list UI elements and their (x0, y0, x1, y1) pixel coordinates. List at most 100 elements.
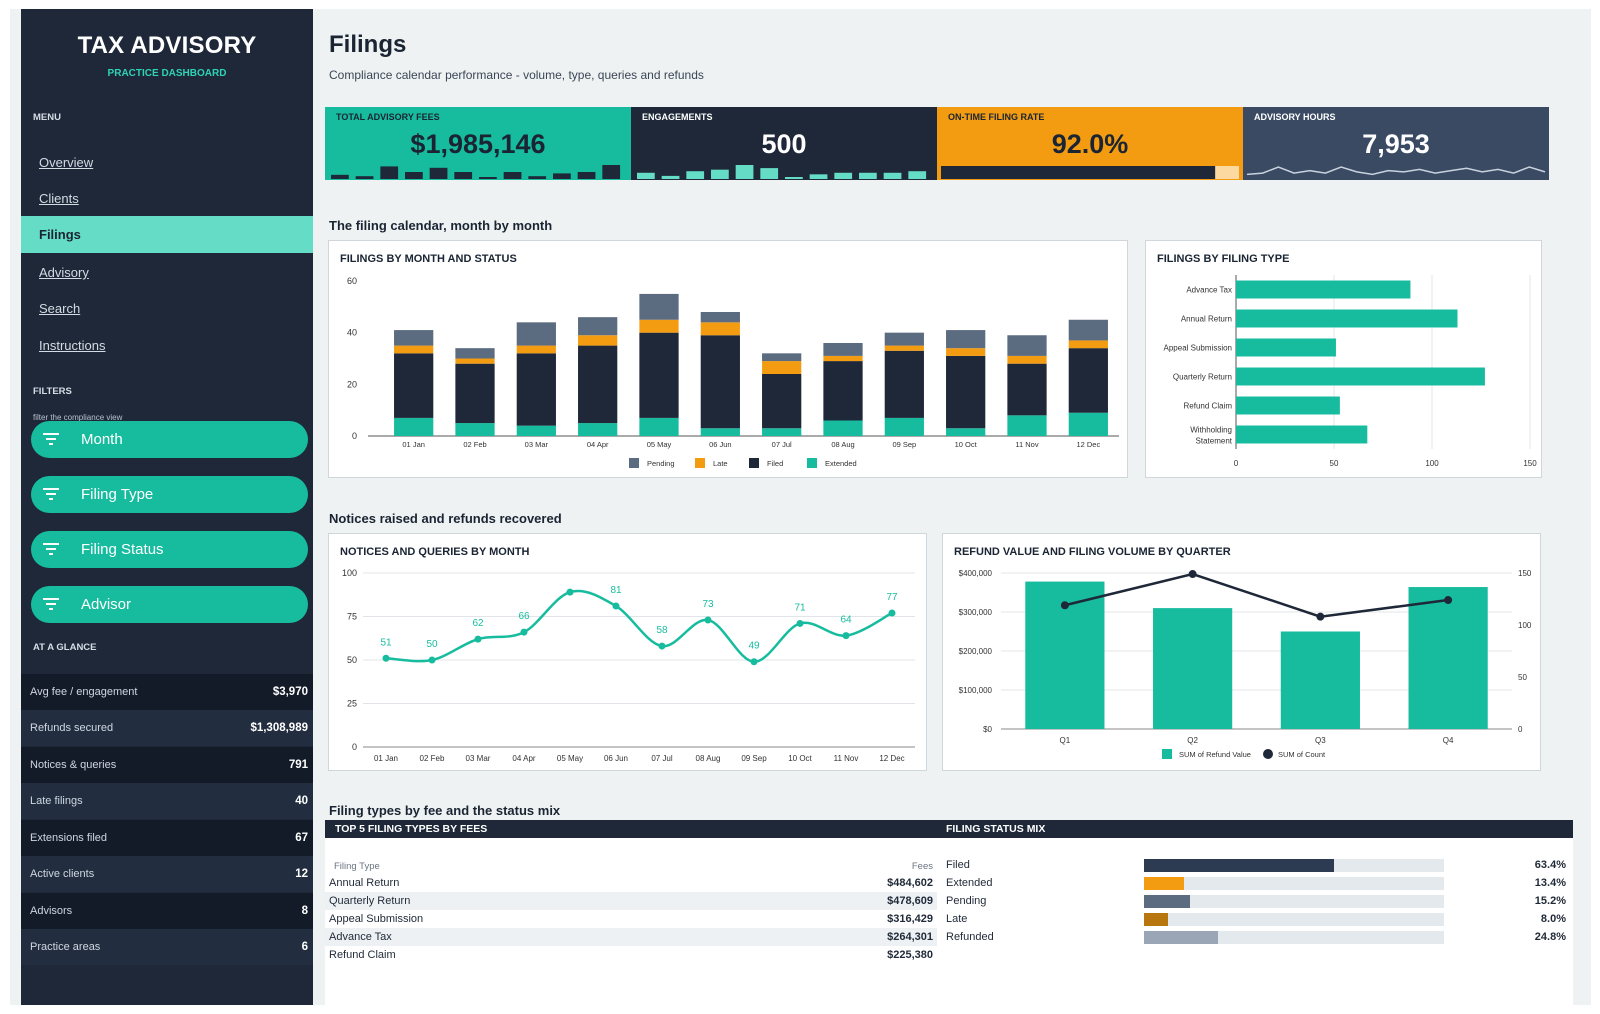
chart-title: REFUND VALUE AND FILING VOLUME BY QUARTE… (954, 546, 1231, 558)
x-tick-label: 07 Jul (651, 754, 673, 763)
bar-segment-filed (1007, 363, 1047, 416)
bar-segment-filed (762, 374, 802, 429)
bar (1153, 608, 1233, 729)
data-point (566, 588, 574, 596)
y-tick-label-left: $200,000 (959, 647, 993, 656)
x-tick-label: 08 Aug (696, 754, 721, 763)
bar-segment-late (884, 345, 924, 351)
data-point (658, 642, 666, 650)
status-mix-track (1144, 877, 1444, 890)
chart-card-filing-type: FILINGS BY FILING TYPE 0 50 100 150 Advance … (1145, 240, 1542, 478)
table-cell-fees: $484,602 (887, 877, 933, 889)
x-tick-label: 09 Sep (892, 440, 916, 449)
bar-segment-pending (516, 322, 556, 346)
nav-item-overview[interactable]: Overview (39, 155, 94, 170)
kpi-sparkline (331, 165, 621, 179)
kpi-sparkline (637, 165, 927, 179)
column-header-filing-type: Filing Type (334, 861, 380, 872)
nav-item-filings[interactable]: Filings (21, 216, 313, 253)
y-tick-label: 60 (347, 276, 357, 286)
kpi-spark-bar (528, 176, 547, 179)
status-mix-label: Pending (946, 895, 987, 907)
bar-segment-late (455, 358, 495, 364)
glance-label-text: Active clients (30, 868, 95, 880)
x-tick-label: Q4 (1443, 736, 1454, 745)
status-mix-bar (1144, 931, 1219, 944)
x-tick-label: 50 (1330, 459, 1339, 468)
table-cell-fees: $316,429 (887, 913, 933, 925)
status-mix-track (1144, 931, 1444, 944)
x-tick-label: 03 Mar (466, 754, 491, 763)
bar-segment-extended (639, 417, 679, 436)
bar-segment-extended (1068, 412, 1108, 436)
table-row: Quarterly Return $478,609 (325, 892, 937, 910)
kpi-value: 7,953 (1362, 129, 1430, 159)
nav-item-clients[interactable]: Clients (39, 191, 79, 206)
x-tick-label: 09 Sep (741, 754, 767, 763)
glance-label-text: Extensions filed (30, 832, 108, 844)
bar-segment-filed (1068, 348, 1108, 413)
x-tick-label: 05 May (647, 440, 672, 449)
top-types-title: TOP 5 FILING TYPES BY FEES (335, 823, 488, 835)
kpi-spark-bar (331, 174, 349, 179)
nav-item-instructions[interactable]: Instructions (39, 338, 106, 353)
bar-segment-pending (823, 343, 863, 356)
chart-card-refunds: REFUND VALUE AND FILING VOLUME BY QUARTE… (942, 533, 1541, 771)
bar-segment-late (578, 335, 618, 346)
status-mix-label: Extended (946, 877, 993, 889)
filter-advisor-button[interactable]: Advisor (31, 586, 308, 623)
bar-segment-pending (946, 330, 986, 349)
bar-segment-filed (700, 335, 740, 429)
status-mix-value: 13.4% (1534, 877, 1566, 889)
nav-item-search[interactable]: Search (39, 301, 81, 316)
kpi-spark-bar (405, 172, 423, 179)
x-tick-label: Q2 (1187, 736, 1198, 745)
bar-segment-pending (394, 330, 434, 346)
legend-swatch (695, 458, 705, 468)
glance-label-text: Refunds secured (30, 722, 114, 734)
glance-label-text: Late filings (30, 795, 83, 807)
glance-row: Extensions filed 67 (21, 820, 313, 856)
bar-segment-extended (700, 428, 740, 436)
kpi-spark-bar (908, 171, 927, 179)
filter-filing-status-button[interactable]: Filing Status (31, 531, 308, 568)
status-mix-label: Refunded (946, 931, 994, 943)
brand-title: TAX ADVISORY (77, 32, 257, 59)
nav-item-advisory[interactable]: Advisory (39, 265, 89, 280)
glance-row: Active clients 12 (21, 856, 313, 892)
x-tick-label: 150 (1523, 459, 1537, 468)
kpi-spark-bar (429, 167, 448, 179)
x-tick-label: 07 Jul (772, 440, 792, 449)
y-tick-label-left: $300,000 (959, 608, 993, 617)
glance-value: $3,970 (272, 686, 308, 698)
data-label: 71 (794, 602, 806, 613)
bar-segment-pending (762, 353, 802, 362)
x-tick-label: 100 (1425, 459, 1439, 468)
data-point (474, 635, 482, 643)
status-mix-bar (1144, 859, 1335, 872)
filter-month-button[interactable]: Month (31, 421, 308, 458)
chart-title: FILINGS BY MONTH AND STATUS (340, 253, 517, 265)
filter-filing-type-button[interactable]: Filing Type (31, 476, 308, 513)
y-tick-label-left: $0 (983, 725, 992, 734)
x-tick-label: Q1 (1060, 736, 1071, 745)
chart-card-notices: NOTICES AND QUERIES BY MONTH 0 25 50 75 100 5… (328, 533, 927, 771)
bar-segment-extended (1007, 415, 1047, 436)
legend-swatch (1162, 749, 1172, 759)
status-mix-track (1144, 913, 1444, 926)
bar (1236, 396, 1340, 415)
glance-label-text: Practice areas (30, 941, 101, 953)
legend-label: Filed (767, 459, 783, 468)
kpi-tile-advisory-hours: ADVISORY HOURS 7,953 (1243, 107, 1549, 180)
table-row: Advance Tax $264,301 (325, 928, 937, 946)
y-tick-label-right: 50 (1518, 673, 1527, 682)
kpi-spark-bar (661, 175, 680, 179)
data-point (888, 609, 896, 617)
x-tick-label: 11 Nov (1015, 440, 1038, 449)
glance-value: 12 (295, 868, 308, 880)
y-tick-label: Advance Tax (1186, 286, 1232, 295)
kpi-label: ADVISORY HOURS (1254, 112, 1336, 122)
data-point (1188, 570, 1197, 579)
status-mix-value: 24.8% (1534, 931, 1566, 943)
status-mix-bar (1144, 895, 1190, 908)
